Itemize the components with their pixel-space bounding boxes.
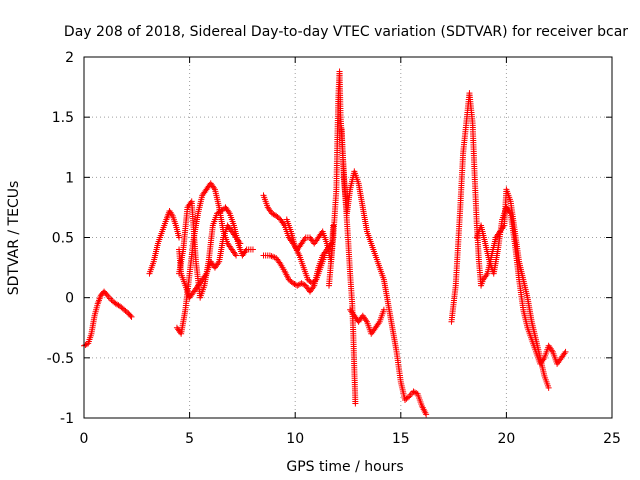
y-tick-label: -1 — [60, 411, 74, 427]
x-tick-label: 0 — [80, 431, 89, 447]
series-track-13 — [473, 204, 569, 367]
series-track-9 — [325, 68, 359, 407]
y-tick-label: 0.5 — [52, 231, 74, 247]
series-track-2 — [146, 208, 183, 277]
data-point — [321, 252, 328, 259]
data-point — [127, 312, 134, 319]
data-point — [270, 253, 277, 260]
x-tick-label: 10 — [286, 431, 304, 447]
data-points — [81, 68, 569, 418]
axis-ticks: 0 5 10 15 20 25 -1 -0.5 0 0.5 1 1.5 2 — [47, 50, 621, 447]
y-tick-label: 2 — [65, 50, 74, 66]
grid-lines — [84, 57, 612, 418]
x-tick-label: 15 — [392, 431, 410, 447]
data-point — [233, 252, 240, 259]
series-track-5 — [176, 222, 244, 301]
data-point — [545, 384, 552, 391]
x-tick-label: 5 — [185, 431, 194, 447]
data-point — [128, 313, 135, 320]
series-track-3 — [173, 180, 240, 337]
series-track-8 — [283, 216, 328, 287]
data-point — [380, 306, 387, 313]
data-point — [249, 246, 256, 253]
chart-title: Day 208 of 2018, Sidereal Day-to-day VTE… — [64, 24, 628, 40]
y-tick-label: 0 — [65, 291, 74, 307]
data-point — [176, 234, 183, 241]
x-tick-label: 20 — [497, 431, 515, 447]
y-tick-label: 1 — [65, 170, 74, 186]
data-point — [237, 240, 244, 247]
series-track-10 — [338, 126, 430, 418]
data-point — [404, 394, 411, 401]
data-point — [562, 348, 569, 355]
data-point — [311, 277, 318, 284]
data-point — [423, 411, 430, 418]
x-axis-label: GPS time / hours — [286, 459, 403, 475]
series-track-11 — [347, 306, 387, 337]
data-point — [352, 400, 359, 407]
x-tick-label: 25 — [603, 431, 621, 447]
y-tick-label: 1.5 — [52, 110, 74, 126]
data-point — [330, 222, 337, 229]
y-tick-label: -0.5 — [47, 351, 74, 367]
series-track-1 — [81, 288, 135, 349]
y-axis-label: SDTVAR / TECUs — [6, 181, 22, 296]
